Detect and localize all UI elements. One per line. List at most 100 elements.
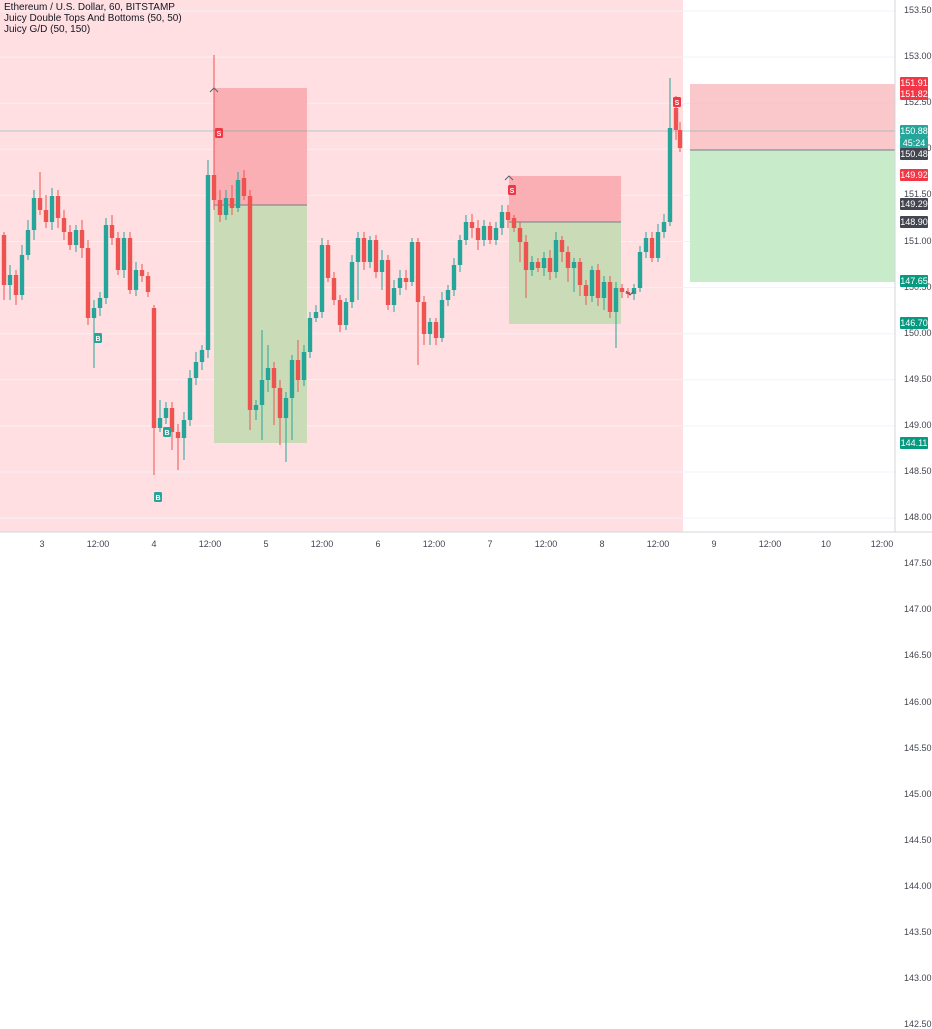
candle-body [655,232,661,258]
price-tick-label: 153.00 [904,51,932,62]
sell-signal-marker[interactable] [673,97,681,107]
buy-signal-marker[interactable] [154,492,162,502]
candle-body [541,258,547,268]
candle-body [49,196,55,222]
candle-body [199,350,205,362]
candle-body [439,300,445,338]
short-position-target-zone [690,150,895,282]
candle-body [283,398,289,418]
price-tick-label: 144.00 [904,880,932,891]
candle-body [157,418,163,428]
position-stop-zone-2 [509,176,621,222]
candle-body [25,230,31,255]
time-tick-label: 12:00 [86,539,110,549]
candle-body [403,278,409,282]
price-tick-label: 143.50 [904,927,932,937]
price-tick-label: 148.50 [904,466,932,476]
candle-body [481,226,487,240]
buy-signal-label: B [95,336,100,343]
price-tag: 146.70 [900,317,928,329]
price-tick-label: 153.50 [904,5,932,15]
candle-body [415,242,421,302]
price-chart[interactable]: B B B S S S [0,0,932,550]
candle-body [677,130,683,148]
price-tick-label: 145.00 [904,788,932,799]
candle-body [619,288,625,292]
time-tick-label: 4 [151,539,157,549]
time-tick-label: 12:00 [646,539,670,549]
sell-signal-marker[interactable] [508,185,516,195]
short-position-stop-zone [690,84,895,150]
candle-body [361,238,367,262]
candle-body [607,282,613,312]
candle-body [19,255,25,295]
sell-signal-marker[interactable] [215,128,223,138]
time-tick-label: 12:00 [534,539,558,549]
sell-signal-label: S [675,100,680,107]
candle-body [379,260,385,272]
candle-body [319,245,325,312]
price-tag: 149.92 [900,169,928,181]
candle-body [427,322,433,334]
candle-body [163,408,169,418]
candle-body [13,275,19,295]
candle-body [103,225,109,298]
time-tick-label: 9 [711,539,717,549]
candle-body [241,178,247,196]
price-tag: 144.11 [900,437,928,449]
candle-body [565,252,571,268]
candle-body [637,252,643,288]
candle-body [271,368,277,388]
position-target-zone-2 [509,222,621,324]
sell-signal-label: S [510,188,515,195]
candle-body [7,275,13,285]
candle-body [511,218,517,228]
candle-body [289,360,295,398]
candle-body [457,240,463,265]
candle-body [85,248,91,318]
candle-body [175,432,181,438]
candle-body [583,285,589,296]
buy-signal-marker[interactable] [94,333,102,343]
price-tick-label: 142.50 [904,1019,932,1029]
time-tick-label: 5 [263,539,269,549]
buy-signal-marker[interactable] [163,427,171,437]
candle-body [187,378,193,420]
price-tick-label: 143.00 [904,973,932,984]
time-tick-label: 8 [599,539,605,549]
position-stop-zone-1 [214,88,307,205]
indicator-2-label[interactable]: Juicy G/D (50, 150) [4,24,91,35]
candlestick-series [1,55,683,475]
candle-body [145,276,151,292]
chart-legend: Ethereum / U.S. Dollar, 60, BITSTAMP Jui… [4,2,182,35]
candle-body [31,198,37,230]
candle-body [547,258,553,272]
candle-body [601,282,607,298]
candle-body [277,388,283,418]
price-tick-label: 151.00 [904,235,932,246]
candle-body [79,230,85,248]
candle-body [595,270,601,298]
price-tag: 151.82 [900,88,928,100]
arrow-up-icon [504,175,514,181]
candle-body [499,212,505,228]
candle-body [67,232,73,245]
time-tick-label: 12:00 [198,539,222,549]
symbol-title[interactable]: Ethereum / U.S. Dollar, 60, BITSTAMP [4,2,175,13]
candle-body [205,175,211,350]
time-tick-label: 12:00 [422,539,446,549]
arrow-down-icon [625,290,635,296]
price-tick-label: 145.50 [904,742,932,753]
candle-body [121,238,127,270]
candle-body [1,235,7,285]
candle-body [43,210,49,222]
indicator-1-label[interactable]: Juicy Double Tops And Bottoms (50, 50) [4,13,182,24]
price-tag: 148.90 [900,216,928,228]
time-tick-label: 12:00 [870,539,894,549]
candle-body [385,260,391,305]
candle-body [181,420,187,438]
time-tick-label: 12:00 [758,539,782,549]
price-tick-label: 147.00 [904,604,932,615]
candle-body [55,196,61,218]
price-tick-label: 148.00 [904,512,932,523]
